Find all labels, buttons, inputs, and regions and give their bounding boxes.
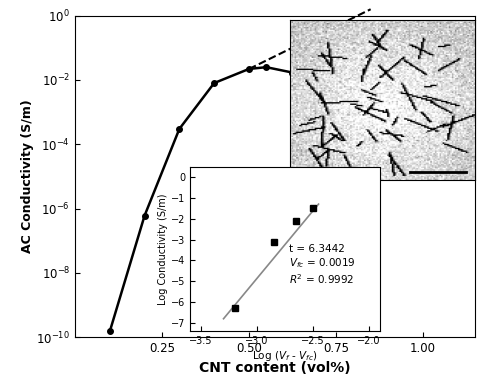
X-axis label: Log ($V_f$ - $V_{fc}$): Log ($V_f$ - $V_{fc}$) (252, 349, 318, 363)
Text: t = 6.3442
$V_{fc}$ = 0.0019
$R^2$ = 0.9992: t = 6.3442 $V_{fc}$ = 0.0019 $R^2$ = 0.9… (289, 244, 356, 287)
Y-axis label: AC Conductivity (S/m): AC Conductivity (S/m) (20, 100, 34, 253)
X-axis label: CNT content (vol%): CNT content (vol%) (199, 361, 351, 374)
Y-axis label: Log Conductivity (S/m): Log Conductivity (S/m) (158, 193, 168, 305)
